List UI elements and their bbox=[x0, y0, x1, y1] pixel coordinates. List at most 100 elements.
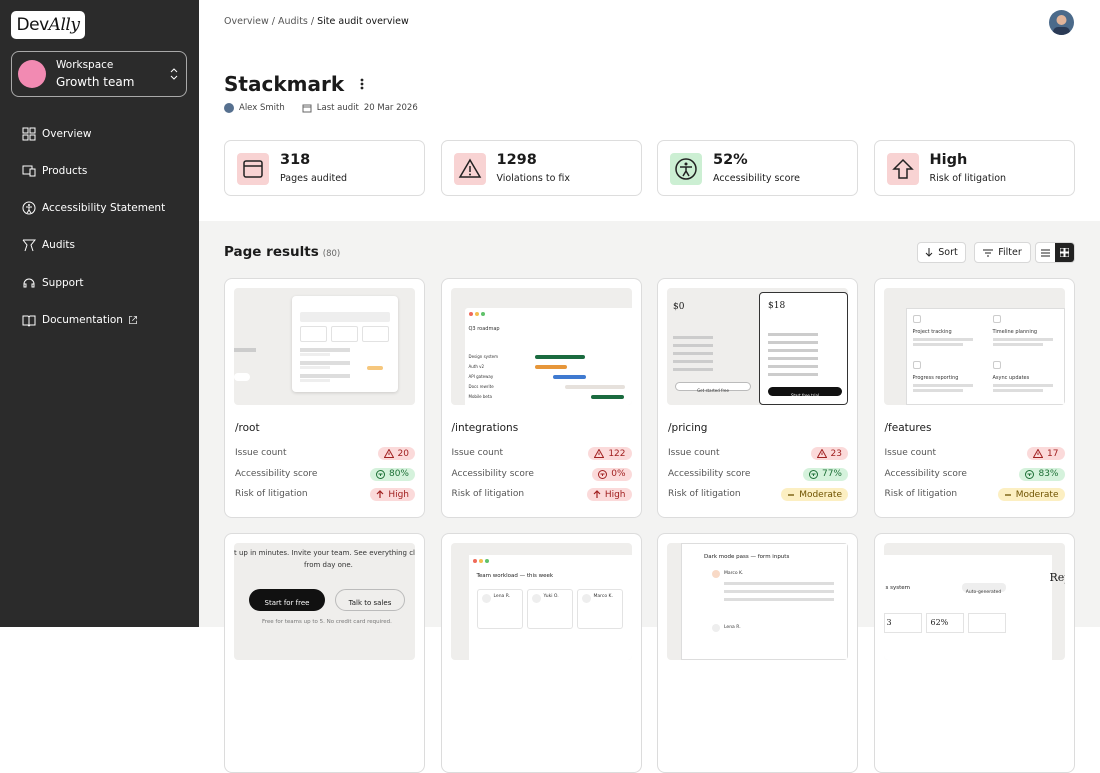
decoration: Project tracking Timeline planning Progr… bbox=[905, 308, 1065, 405]
page-card[interactable]: Q3 roadmap Design system Auth v2 API gatew… bbox=[440, 278, 642, 518]
metric-row: Risk of litigation High bbox=[235, 488, 415, 502]
meta: Alex Smith Last audit 20 Mar 2026 bbox=[224, 103, 418, 113]
icon bbox=[1025, 469, 1035, 479]
decoration bbox=[712, 624, 720, 632]
icon bbox=[808, 469, 818, 479]
thumb-text: API gateway bbox=[468, 374, 494, 379]
nav-item[interactable]: Documentation bbox=[14, 306, 190, 334]
thumb-text: Mobile beta bbox=[468, 394, 492, 399]
decoration bbox=[367, 366, 383, 370]
decoration bbox=[712, 570, 720, 578]
thumb-text: $18 bbox=[768, 301, 786, 311]
thumb-text: Async updates bbox=[992, 375, 1030, 381]
more-menu[interactable] bbox=[357, 77, 367, 91]
decoration bbox=[724, 582, 834, 585]
metric-row: Accessibility score 0% bbox=[452, 467, 632, 482]
metric-badge: 20 bbox=[377, 447, 415, 460]
metric-value: 80% bbox=[388, 469, 409, 479]
icon bbox=[1060, 248, 1069, 257]
decoration: s system Auto-generated 3 62% bbox=[883, 555, 1052, 660]
main: Overview / Audits / Site audit overview … bbox=[199, 0, 1100, 773]
page-card[interactable]: /root Issue count 20 Accessibility score… bbox=[224, 278, 425, 518]
metric-value: 17 bbox=[1047, 448, 1059, 459]
nav-item[interactable]: Accessibility Statement bbox=[14, 194, 190, 222]
page-card[interactable]: $0 Get started free $18 Start free trial… bbox=[657, 278, 858, 518]
decoration bbox=[472, 559, 477, 563]
metric-value: 122 bbox=[608, 448, 626, 459]
decoration bbox=[300, 312, 390, 322]
page-card[interactable]: Team workload — this week Lena R. Yuki O.… bbox=[440, 533, 642, 773]
nav-item[interactable]: Audits bbox=[14, 231, 190, 259]
decoration: Project tracking bbox=[912, 315, 983, 355]
decoration bbox=[474, 312, 479, 316]
decoration bbox=[468, 312, 473, 316]
breadcrumb-item[interactable]: Overview bbox=[224, 16, 269, 27]
user-avatar[interactable] bbox=[1049, 10, 1074, 35]
icon bbox=[302, 104, 312, 113]
thumb-text: Talk to sales bbox=[348, 599, 392, 607]
decoration: Auto-generated bbox=[961, 583, 1006, 595]
metric-label: Risk of litigation bbox=[884, 489, 958, 499]
filter-button[interactable]: Filter bbox=[974, 242, 1031, 263]
page-thumbnail: Q3 roadmap Design system Auth v2 API gatew… bbox=[450, 288, 632, 405]
metric-label: Accessibility score bbox=[235, 468, 318, 479]
decoration bbox=[724, 590, 834, 593]
breadcrumb-separator: / bbox=[271, 16, 275, 27]
metric-label: Accessibility score bbox=[668, 468, 751, 479]
decoration: Dark mode pass — form inputs Marco K. Le… bbox=[681, 543, 848, 660]
page-card[interactable]: Project tracking Timeline planning Progr… bbox=[873, 278, 1075, 518]
metric-row: Issue count 20 bbox=[235, 447, 415, 461]
metric-value: 83% bbox=[1038, 469, 1059, 479]
icon bbox=[224, 103, 234, 113]
nav-icon bbox=[22, 239, 36, 252]
decoration: Progress reporting bbox=[912, 361, 983, 401]
decoration: Team workload — this week Lena R. Yuki O.… bbox=[468, 555, 632, 660]
decoration: Q3 roadmap Design system Auth v2 API gatew… bbox=[464, 308, 632, 405]
metric-badge: 122 bbox=[588, 447, 632, 460]
metric-label: Issue count bbox=[884, 448, 937, 458]
page-card[interactable]: t up in minutes. Invite your team. See e… bbox=[224, 533, 425, 773]
nav-item[interactable]: Overview bbox=[14, 120, 190, 148]
decoration: 62% bbox=[925, 613, 964, 633]
metric-row: Issue count 23 bbox=[668, 447, 848, 461]
icon bbox=[594, 449, 605, 458]
logo-suffix: Ally bbox=[48, 15, 80, 35]
nav-icon bbox=[22, 201, 36, 215]
stat-card: 1298 Violations to fix bbox=[440, 140, 642, 196]
decoration bbox=[673, 368, 713, 371]
page-path: /root bbox=[235, 422, 260, 434]
workspace-switcher[interactable]: Workspace Growth team bbox=[11, 51, 187, 97]
decoration: 3 bbox=[883, 613, 922, 633]
page-card[interactable]: Dark mode pass — form inputs Marco K. Le… bbox=[657, 533, 858, 773]
thumb-text: 62% bbox=[930, 618, 949, 627]
grid-view[interactable] bbox=[1055, 243, 1074, 262]
decoration bbox=[300, 353, 330, 356]
decoration bbox=[724, 598, 834, 601]
logo[interactable]: DevAlly bbox=[11, 11, 85, 39]
decoration bbox=[768, 341, 818, 344]
stat-value: 52% bbox=[713, 152, 748, 168]
icon bbox=[1041, 249, 1050, 256]
nav-icon bbox=[22, 315, 36, 327]
thumb-text: Start free trial bbox=[790, 393, 820, 398]
metric-badge: Moderate bbox=[781, 488, 848, 501]
list-view[interactable] bbox=[1036, 243, 1055, 262]
nav-item[interactable]: Products bbox=[14, 157, 190, 185]
decoration bbox=[768, 357, 818, 360]
sort-label: Sort bbox=[938, 247, 958, 258]
results-title-text: Page results bbox=[224, 244, 319, 260]
sort-button[interactable]: Sort bbox=[917, 242, 966, 263]
breadcrumb-item[interactable]: Audits bbox=[278, 16, 308, 27]
stat-icon bbox=[453, 153, 486, 185]
page-card[interactable]: s system Auto-generated 3 62% Rep bbox=[873, 533, 1075, 773]
metric-row: Issue count 122 bbox=[452, 447, 632, 461]
owner: Alex Smith bbox=[239, 103, 285, 113]
page-thumbnail: s system Auto-generated 3 62% Rep bbox=[883, 543, 1065, 660]
decoration bbox=[673, 344, 713, 347]
decoration bbox=[534, 365, 567, 369]
decoration bbox=[912, 338, 973, 341]
nav-item[interactable]: Support bbox=[14, 269, 190, 297]
page-thumbnail: $0 Get started free $18 Start free trial bbox=[667, 288, 848, 405]
